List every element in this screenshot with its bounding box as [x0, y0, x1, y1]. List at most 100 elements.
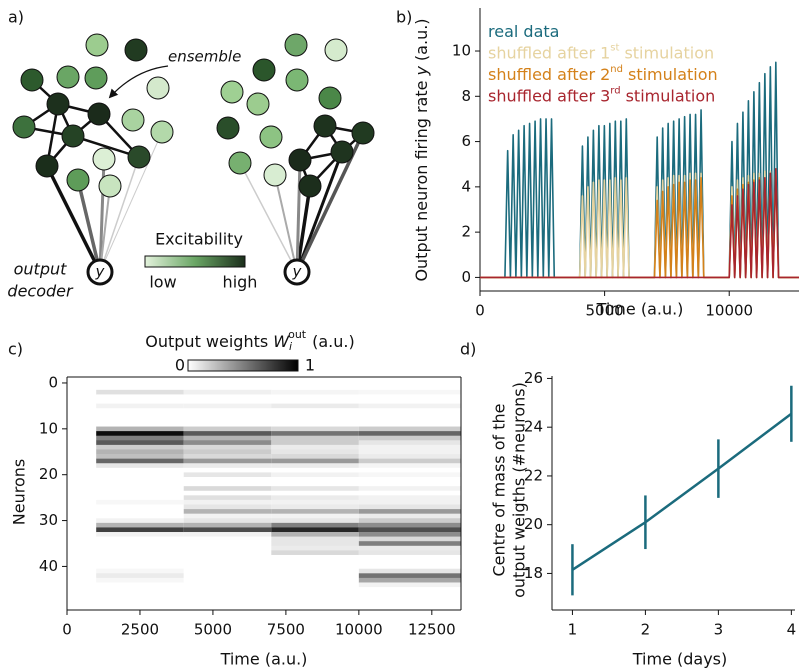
heatmap-cell [96, 554, 184, 560]
heatmap-cell [271, 504, 359, 510]
heatmap-cell [96, 513, 184, 519]
ensemble-arrow [108, 65, 169, 99]
x-tick-label: 10000 [705, 302, 753, 320]
heatmap-cell [358, 472, 461, 478]
heatmap-cell [67, 408, 97, 414]
heatmap-cell [183, 481, 272, 487]
heatmap-cell [271, 587, 359, 592]
heatmap-cell [358, 463, 461, 469]
heatmap-cell [67, 403, 97, 409]
colorbar-title-sup: out [288, 328, 307, 341]
heatmap-cell [96, 536, 184, 542]
heatmap-cell [358, 476, 461, 482]
heatmap-cell [358, 481, 461, 487]
heatmap-cell [96, 435, 184, 441]
heatmap-cell [96, 403, 184, 409]
heatmap-cell [67, 412, 97, 418]
heatmap-cell [183, 403, 272, 409]
x-axis-label: Time (a.u.) [220, 650, 308, 669]
heatmap-cell [358, 600, 461, 606]
heatmap-cell [67, 554, 97, 560]
heatmap-cell [96, 440, 184, 446]
heatmap-cell [183, 499, 272, 505]
colorbar-tick-label: 0 [175, 356, 185, 375]
heatmap-cell [67, 605, 97, 611]
heatmap-cell [271, 545, 359, 551]
panel-label: c) [8, 340, 23, 359]
heatmap-cell [183, 568, 272, 574]
heatmap-cell [96, 596, 184, 602]
heatmap-cell [271, 454, 359, 459]
heatmap-cell [96, 541, 184, 547]
heatmap-cell [96, 481, 184, 487]
heatmap-cell [96, 408, 184, 414]
heatmap-cell [96, 577, 184, 583]
x-tick-label: 2500 [121, 621, 159, 639]
heatmap-cell [271, 421, 359, 427]
heatmap-cell [358, 536, 461, 542]
heatmap-cell [67, 600, 97, 606]
heatmap-cell [67, 527, 97, 533]
heatmap-cell [358, 389, 461, 395]
heatmap-cell [183, 550, 272, 556]
heatmap-cell [67, 486, 97, 492]
x-axis-label: Time (days) [632, 650, 728, 669]
legend-tail: stimulation [626, 86, 716, 105]
colorbar-title: Excitability [155, 230, 243, 249]
heatmap-cell [96, 486, 184, 492]
heatmap-cell [271, 518, 359, 524]
heatmap-cell [183, 554, 272, 560]
heatmap-cell [358, 421, 461, 427]
heatmap-cell [67, 545, 97, 551]
heatmap-cell [96, 564, 184, 570]
heatmap-cell [183, 412, 272, 418]
x-tick-label: 4 [787, 621, 797, 639]
heatmap-cell [96, 605, 184, 611]
decoder-label: output [14, 260, 68, 279]
heatmap-cell [271, 380, 359, 386]
heatmap-cell [271, 536, 359, 542]
heatmap-cell [96, 417, 184, 423]
legend-tail: stimulation [624, 43, 714, 62]
heatmap-cell [96, 412, 184, 418]
colorbar-title: Output weights Wiout (a.u.) [145, 328, 354, 353]
heatmap-cell [67, 472, 97, 478]
heatmap-cell [67, 463, 97, 469]
y-tick-label: 18 [524, 564, 543, 582]
heatmap-cell [183, 596, 272, 602]
heatmap-cell [96, 472, 184, 478]
heatmap-cell [183, 380, 272, 386]
heatmap-cell [358, 490, 461, 496]
heatmap-cell [358, 431, 461, 437]
heatmap-cell [358, 380, 461, 386]
heatmap-cell [358, 605, 461, 611]
legend-text: shuffled after 2 [488, 65, 610, 84]
heatmap-cell [358, 444, 461, 450]
heatmap-cell [183, 467, 272, 473]
heatmap-cell [67, 573, 97, 579]
heatmap-cell [67, 444, 97, 450]
x-tick-label: 7500 [267, 621, 305, 639]
y-tick-label: 0 [48, 373, 58, 391]
heatmap-cell [358, 426, 461, 432]
heatmap-cell [67, 532, 97, 537]
y-tick-label: 0 [461, 268, 471, 286]
heatmap-cell [358, 577, 461, 583]
legend-text: shuffled after 1 [488, 43, 610, 62]
heatmap-cell [271, 403, 359, 409]
heatmap-cell [67, 509, 97, 514]
x-tick-label: 0 [475, 302, 485, 320]
heatmap-cell [271, 591, 359, 597]
legend-entry: real data [488, 22, 559, 41]
heatmap-cell [96, 495, 184, 501]
legend-text: shuffled after 3 [488, 86, 610, 105]
heatmap-cell [271, 440, 359, 446]
left-neurons [12, 33, 174, 286]
heatmap-cell [183, 463, 272, 469]
heatmap-cell [67, 591, 97, 597]
heatmap-cell [183, 454, 272, 459]
colorbar-high: high [223, 273, 258, 292]
heatmap-cell [67, 481, 97, 487]
heatmap-cell [358, 541, 461, 547]
heatmap-cell [183, 417, 272, 423]
